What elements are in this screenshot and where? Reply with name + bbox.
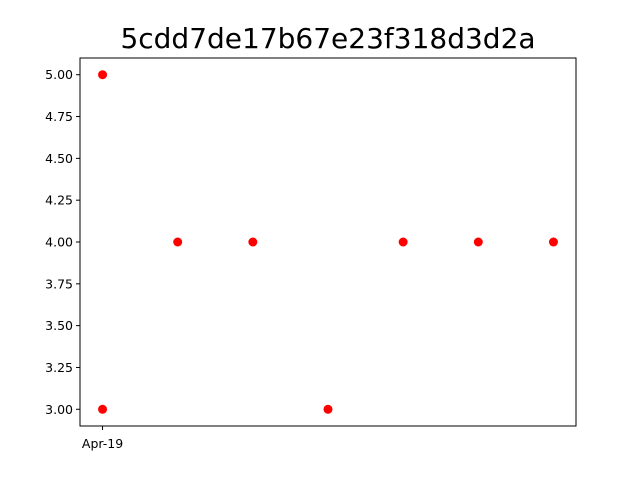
- data-point: [248, 237, 258, 247]
- y-tick-label: 3.25: [45, 360, 73, 375]
- y-tick-label: 3.75: [45, 276, 73, 291]
- plot-frame: [79, 57, 577, 427]
- plot-area: 3.00 3.25 3.50 3.75 4.00 4.25 4.50 4.75 5.00 Apr-…: [45, 67, 558, 451]
- data-point: [98, 70, 108, 80]
- y-tick-label: 5.00: [45, 67, 73, 82]
- y-tick-label: 4.50: [45, 151, 73, 166]
- data-point: [473, 237, 483, 247]
- x-tick-label: Apr-19: [82, 436, 123, 451]
- data-point: [548, 237, 558, 247]
- y-tick-label: 4.75: [45, 109, 73, 124]
- y-tick-label: 3.00: [45, 402, 73, 417]
- data-point: [173, 237, 183, 247]
- y-tick-label: 4.00: [45, 235, 73, 250]
- data-point: [398, 237, 408, 247]
- data-point: [98, 404, 108, 414]
- chart-title: 5cdd7de17b67e23f318d3d2a: [120, 22, 535, 55]
- y-tick-label: 3.50: [45, 318, 73, 333]
- y-tick-label: 4.25: [45, 193, 73, 208]
- data-point: [323, 404, 333, 414]
